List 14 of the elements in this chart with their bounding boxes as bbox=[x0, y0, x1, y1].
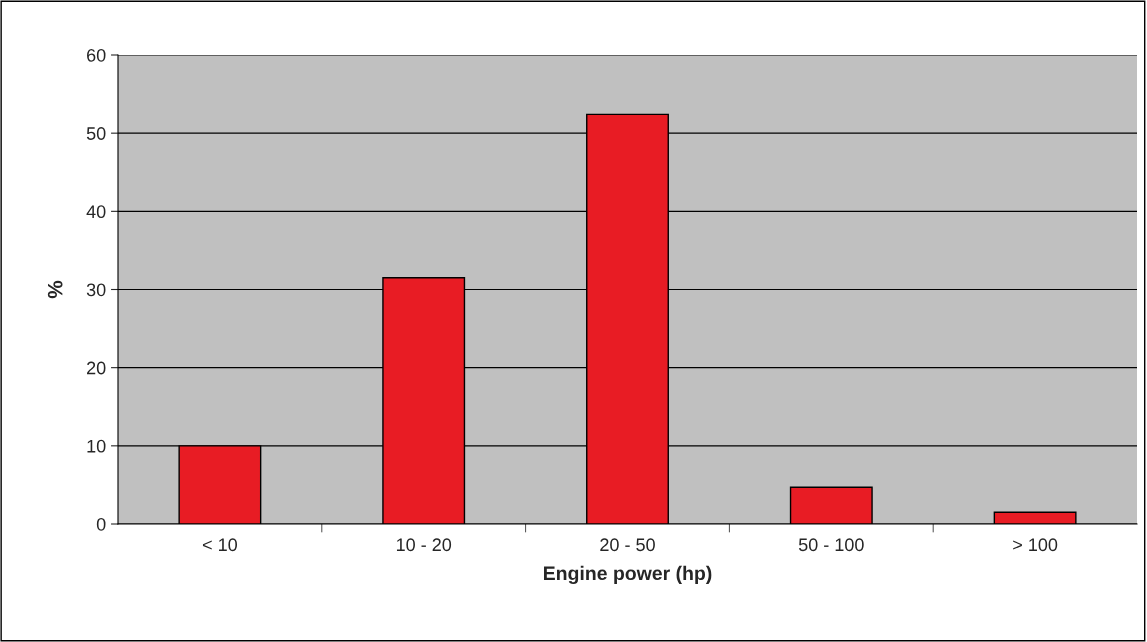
x-axis-title: Engine power (hp) bbox=[544, 565, 712, 585]
x-tick-label: 10 - 20 bbox=[396, 538, 452, 552]
x-tick-label: 50 - 100 bbox=[798, 538, 864, 552]
y-tick-label: 50 bbox=[86, 127, 106, 140]
y-tick-label: 30 bbox=[86, 283, 106, 297]
y-tick-label: 60 bbox=[87, 48, 106, 62]
y-tick-label: 20 bbox=[87, 361, 106, 375]
x-tick-label: 20 - 50 bbox=[600, 538, 655, 552]
y-tick-label: 0 bbox=[96, 517, 106, 531]
x-tick-label: < 10 bbox=[202, 538, 238, 552]
y-tick-label: 40 bbox=[86, 205, 106, 219]
x-tick-label: > 100 bbox=[1013, 538, 1058, 552]
y-axis-title: % bbox=[47, 280, 63, 299]
y-tick-label: 10 bbox=[87, 439, 106, 453]
